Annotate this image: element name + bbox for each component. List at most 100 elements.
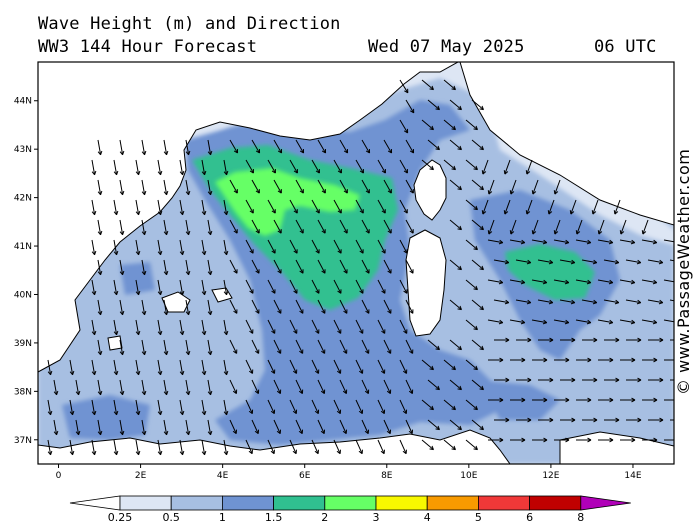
direction-arrow [179,359,185,376]
direction-arrow [361,299,370,314]
direction-arrow [560,337,576,343]
direction-arrow [642,437,658,443]
direction-arrow [581,259,598,265]
direction-arrow [516,337,532,343]
direction-arrow [311,319,320,334]
direction-arrow [185,179,191,196]
direction-arrow [223,159,229,176]
direction-arrow [625,299,642,305]
direction-arrow [405,419,414,435]
direction-arrow [113,399,119,416]
direction-arrows [47,79,674,456]
direction-arrow [664,399,674,401]
direction-arrow [289,239,298,254]
legend-swatch [375,495,428,511]
direction-arrow [443,159,456,171]
lon-tick-label: 12E [542,471,559,481]
map-title: Wave Height (m) and Direction [38,14,341,34]
land-masses [38,62,674,464]
direction-arrow [383,179,392,194]
lon-tick-label: 8E [381,471,393,481]
direction-arrow [510,357,526,363]
direction-arrow [333,159,342,174]
direction-arrow [509,319,526,325]
direction-arrow [295,219,304,234]
lat-tick-label: 39N [14,339,32,349]
direction-arrow [531,179,539,195]
direction-arrow [273,139,283,154]
direction-arrow [289,279,298,294]
legend-tick-label: 0.5 [162,511,180,524]
direction-arrow [427,419,440,431]
direction-arrow [289,399,298,414]
direction-arrow [141,139,147,156]
direction-arrow [289,439,297,455]
direction-arrow [488,357,504,363]
direction-arrow [554,397,570,403]
forecast-time: 06 UTC [594,37,657,57]
direction-arrow [604,337,620,343]
island-sardinia [405,229,447,337]
direction-arrow [311,279,320,294]
direction-arrow [598,397,614,403]
direction-arrow [361,379,370,394]
lat-tick-label: 40N [14,290,32,300]
map-area [38,62,674,464]
direction-arrow [487,279,504,285]
direction-arrow [509,219,517,235]
direction-arrow [317,219,326,234]
direction-arrow [223,359,229,376]
direction-arrow [377,359,386,374]
direction-arrow [333,399,342,414]
direction-arrow [185,339,191,356]
direction-arrow [223,279,229,296]
direction-arrow [443,439,456,451]
direction-arrow [399,119,409,134]
direction-arrow [399,439,407,455]
direction-arrow [251,419,260,435]
direction-arrow [179,399,185,416]
direction-arrow [53,419,59,436]
direction-arrow [267,319,276,334]
direction-arrow [471,179,484,191]
wave-band-2 [215,168,360,236]
direction-arrow [251,299,260,314]
direction-arrow [465,319,478,331]
direction-arrow [163,299,169,316]
direction-arrow [91,359,97,376]
direction-arrow [383,379,392,394]
direction-arrow [163,219,169,236]
direction-arrow [157,239,163,256]
direction-arrow [465,439,478,451]
direction-arrow [494,417,510,423]
direction-arrow [604,377,620,383]
legend-tick-label: 1 [219,511,226,524]
direction-arrow [97,259,103,276]
direction-arrow [538,337,554,343]
direction-arrow [626,337,642,343]
lat-tick-label: 43N [14,145,32,155]
direction-arrow [670,379,674,381]
direction-arrow [135,159,141,176]
direction-arrow [179,319,185,336]
legend-swatch [477,495,530,511]
direction-arrow [465,119,478,131]
direction-arrow [267,359,276,374]
latitude-axis: 44N 43N 42N 41N 40N 39N 38N 37N [14,97,38,446]
direction-arrow [575,239,592,245]
direction-arrow [207,419,213,436]
legend-tick-label: 4 [424,511,431,524]
direction-arrow [669,259,674,262]
direction-arrow [141,259,147,276]
direction-arrow [333,439,341,455]
direction-arrow [494,337,510,343]
direction-arrow [361,139,371,154]
direction-arrow [339,299,348,314]
direction-arrow [576,397,592,403]
direction-arrow [554,437,570,443]
longitude-axis: 0 2E 4E 6E 8E 10E 12E 14E [56,464,642,481]
direction-arrow [377,279,386,294]
direction-arrow [427,339,440,351]
direction-arrow [481,159,489,175]
direction-arrow [582,417,598,423]
